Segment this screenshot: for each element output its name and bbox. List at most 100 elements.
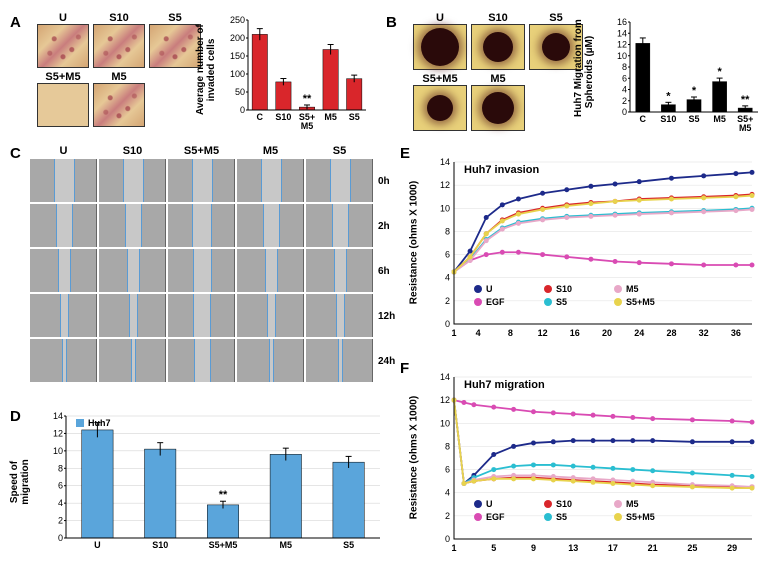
- svg-text:M5: M5: [324, 112, 337, 122]
- svg-text:6: 6: [445, 465, 450, 475]
- svg-text:8: 8: [508, 328, 513, 338]
- svg-text:14: 14: [53, 411, 63, 421]
- chart-a: 050100150200250CS10**S5+M5M5S5Average nu…: [210, 14, 370, 134]
- svg-text:10: 10: [617, 51, 627, 61]
- svg-text:M5: M5: [739, 123, 752, 133]
- label-c-s10: S10: [99, 145, 166, 157]
- label-c-row-2h: 2h: [378, 221, 390, 232]
- svg-text:S5+M5: S5+M5: [209, 540, 238, 550]
- svg-text:2: 2: [445, 296, 450, 306]
- svg-text:S5: S5: [343, 540, 354, 550]
- label-c-row-6h: 6h: [378, 266, 390, 277]
- svg-text:13: 13: [568, 543, 578, 553]
- scratch-u-0h: [30, 159, 97, 202]
- label-c-u: U: [30, 145, 97, 157]
- chart-d: 02468101214US10**S5+M5M5S5Speed ofmigrat…: [24, 408, 384, 558]
- svg-text:1: 1: [451, 328, 456, 338]
- svg-text:0: 0: [240, 105, 245, 115]
- label-a-s10: S10: [93, 12, 145, 24]
- svg-text:0: 0: [445, 319, 450, 329]
- svg-text:M5: M5: [280, 540, 293, 550]
- scratch-s5-0h: [306, 159, 373, 202]
- svg-text:8: 8: [445, 226, 450, 236]
- svg-text:21: 21: [648, 543, 658, 553]
- scratch-s5m5-12h: [168, 294, 235, 337]
- svg-text:14: 14: [617, 28, 627, 38]
- svg-text:5: 5: [491, 543, 496, 553]
- svg-text:12: 12: [617, 40, 627, 50]
- svg-text:10: 10: [440, 203, 450, 213]
- micrograph-a-m5: [93, 83, 145, 127]
- svg-text:12: 12: [538, 328, 548, 338]
- scratch-m5-6h: [237, 249, 304, 292]
- scratch-m5-24h: [237, 339, 304, 382]
- scratch-s10-6h: [99, 249, 166, 292]
- scratch-u-2h: [30, 204, 97, 247]
- svg-text:*: *: [692, 85, 697, 97]
- label-b-s10: S10: [471, 12, 525, 24]
- svg-text:100: 100: [230, 69, 245, 79]
- svg-text:10: 10: [53, 446, 63, 456]
- scratch-s5m5-24h: [168, 339, 235, 382]
- svg-text:**: **: [741, 94, 750, 106]
- svg-text:17: 17: [608, 543, 618, 553]
- label-b-s5m5: S5+M5: [413, 73, 467, 85]
- label-a-m5: M5: [93, 71, 145, 83]
- chart-e: 0246810121414812162024283236Huh7 invasio…: [410, 152, 760, 344]
- svg-text:2: 2: [445, 511, 450, 521]
- scratch-s5-12h: [306, 294, 373, 337]
- svg-text:0: 0: [622, 107, 627, 117]
- svg-text:C: C: [640, 114, 647, 124]
- svg-text:200: 200: [230, 33, 245, 43]
- scratch-u-12h: [30, 294, 97, 337]
- scratch-s10-12h: [99, 294, 166, 337]
- svg-text:20: 20: [602, 328, 612, 338]
- label-a-s5m5: S5+M5: [37, 71, 89, 83]
- label-c-m5: M5: [237, 145, 304, 157]
- spheroid-b-s10: [471, 24, 525, 70]
- label-c-row-12h: 12h: [378, 311, 395, 322]
- svg-text:12: 12: [440, 180, 450, 190]
- scratch-u-24h: [30, 339, 97, 382]
- scratch-m5-12h: [237, 294, 304, 337]
- svg-text:S5: S5: [688, 114, 699, 124]
- svg-text:32: 32: [699, 328, 709, 338]
- panel-label-e: E: [400, 145, 410, 162]
- label-c-row-0h: 0h: [378, 176, 390, 187]
- svg-text:S5: S5: [349, 112, 360, 122]
- scratch-u-6h: [30, 249, 97, 292]
- panel-label-f: F: [400, 360, 409, 377]
- svg-text:9: 9: [531, 543, 536, 553]
- svg-text:4: 4: [622, 85, 627, 95]
- svg-text:S10: S10: [660, 114, 676, 124]
- svg-text:2: 2: [622, 96, 627, 106]
- svg-text:36: 36: [731, 328, 741, 338]
- svg-text:1: 1: [451, 543, 456, 553]
- svg-text:4: 4: [445, 488, 450, 498]
- scratch-m5-2h: [237, 204, 304, 247]
- label-c-s5: S5: [306, 145, 373, 157]
- chart-f: 024681012141591317212529Huh7 migrationRe…: [410, 367, 760, 559]
- scratch-s5-24h: [306, 339, 373, 382]
- label-a-u: U: [37, 12, 89, 24]
- scratch-s5m5-0h: [168, 159, 235, 202]
- scratch-s10-24h: [99, 339, 166, 382]
- scratch-m5-0h: [237, 159, 304, 202]
- micrograph-a-s10: [93, 24, 145, 68]
- svg-text:24: 24: [634, 328, 644, 338]
- svg-text:10: 10: [440, 418, 450, 428]
- scratch-s10-2h: [99, 204, 166, 247]
- scratch-s10-0h: [99, 159, 166, 202]
- micrograph-a-u: [37, 24, 89, 68]
- svg-text:M5: M5: [301, 121, 314, 131]
- micrograph-a-s5m5: [37, 83, 89, 127]
- svg-text:M5: M5: [713, 114, 726, 124]
- scratch-s5-6h: [306, 249, 373, 292]
- spheroid-b-u: [413, 24, 467, 70]
- svg-text:0: 0: [58, 533, 63, 543]
- svg-text:**: **: [303, 93, 312, 105]
- panel-label-b: B: [386, 14, 397, 31]
- svg-text:14: 14: [440, 157, 450, 167]
- svg-text:8: 8: [622, 62, 627, 72]
- svg-text:4: 4: [58, 498, 63, 508]
